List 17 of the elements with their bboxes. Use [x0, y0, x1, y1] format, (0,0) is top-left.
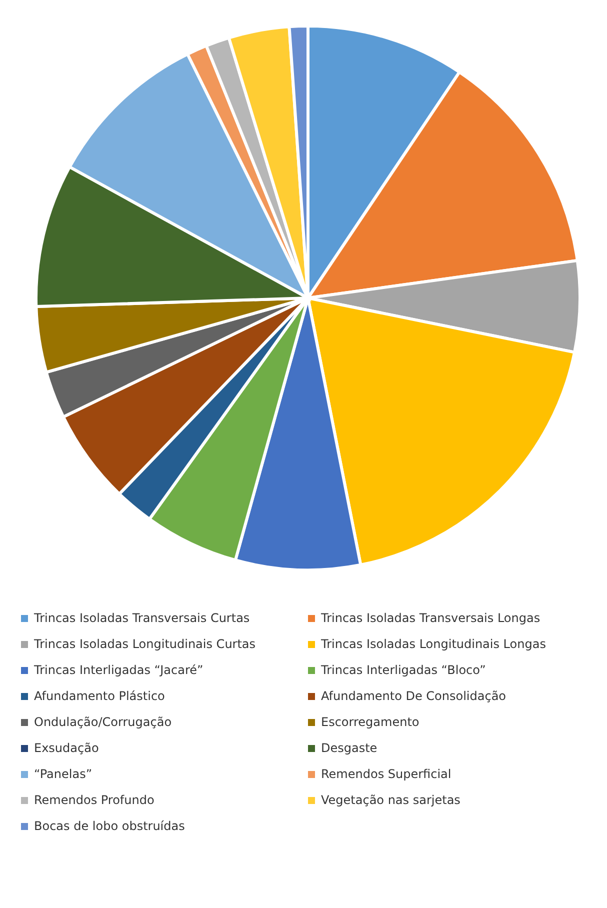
legend-label: Trincas Isoladas Transversais Curtas	[34, 611, 250, 625]
legend-label: Bocas de lobo obstruídas	[34, 819, 185, 833]
legend-label: Vegetação nas sarjetas	[321, 793, 460, 807]
legend-label: Trincas Isoladas Transversais Longas	[321, 611, 540, 625]
legend-label: Remendos Profundo	[34, 793, 154, 807]
legend-label: Trincas Interligadas “Jacaré”	[34, 663, 204, 677]
legend-label: “Panelas”	[34, 767, 92, 781]
legend-label: Afundamento De Consolidação	[321, 689, 506, 703]
legend-label: Afundamento Plástico	[34, 689, 165, 703]
legend-label: Exsudação	[34, 741, 99, 755]
legend-label: Desgaste	[321, 741, 378, 755]
legend-label: Escorregamento	[321, 715, 420, 729]
legend-label: Trincas Interligadas “Bloco”	[321, 663, 486, 677]
legend-label: Ondulação/Corrugação	[34, 715, 172, 729]
legend-label: Trincas Isoladas Longitudinais Curtas	[34, 637, 256, 651]
legend-label: Trincas Isoladas Longitudinais Longas	[321, 637, 546, 651]
legend-label: Remendos Superficial	[321, 767, 452, 781]
